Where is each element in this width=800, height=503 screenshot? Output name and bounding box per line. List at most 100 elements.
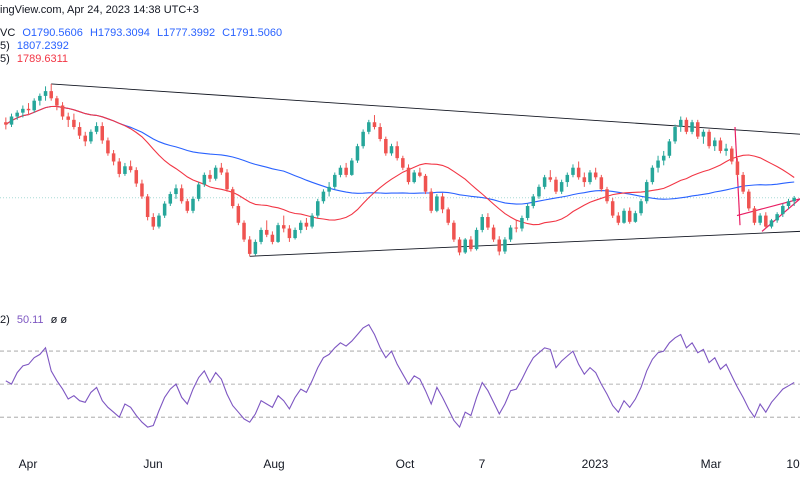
rsi-extra: ø ø — [50, 314, 68, 326]
candle-body — [730, 148, 734, 162]
candle-body — [94, 126, 99, 132]
candle-body — [497, 239, 502, 252]
candle-body — [128, 166, 133, 171]
candle-body — [372, 122, 377, 128]
ma-red-label: 5) — [0, 53, 10, 65]
candle-body — [548, 177, 553, 180]
candle-body — [111, 153, 116, 162]
x-tick-label: Aug — [263, 457, 284, 471]
candle-body — [344, 167, 348, 175]
candle-body — [55, 98, 59, 106]
candle-body — [162, 203, 167, 216]
candle-body — [593, 172, 598, 178]
candle-body — [690, 122, 694, 132]
candle-body — [140, 183, 144, 197]
candle-body — [713, 140, 717, 147]
candle-body — [684, 119, 689, 132]
candle-body — [435, 196, 439, 211]
candle-body — [735, 161, 740, 175]
candle-body — [72, 119, 76, 128]
candle-body — [174, 188, 178, 195]
candle-body — [134, 170, 139, 184]
candle-body — [355, 146, 360, 161]
candle-body — [724, 148, 728, 151]
candle-body — [457, 239, 462, 253]
candle-body — [321, 191, 326, 202]
candle-body — [378, 127, 382, 139]
candle-body — [781, 206, 785, 215]
lower-trendline — [249, 230, 800, 257]
ma-blue-legend: 5) 1807.2392 — [0, 40, 73, 52]
open-value: O1790.5606 — [22, 27, 83, 39]
candle-body — [605, 189, 609, 202]
x-tick-label: 10 — [786, 457, 800, 471]
candle-body — [316, 201, 320, 216]
candle-body — [474, 229, 479, 250]
candle-body — [769, 220, 774, 227]
candle-body — [333, 174, 337, 187]
candle-body — [418, 172, 422, 176]
candle-body — [406, 167, 411, 183]
candle-body — [627, 210, 632, 222]
candle-body — [213, 167, 218, 179]
candle-body — [758, 215, 762, 223]
candle-body — [281, 225, 286, 229]
candle-body — [747, 191, 751, 209]
candle-body — [718, 140, 723, 151]
candle-body — [83, 135, 87, 142]
candle-body — [145, 196, 150, 218]
candle-body — [633, 213, 638, 222]
candle-body — [401, 158, 405, 168]
ma-red-legend: 5) 1789.6311 — [0, 53, 72, 65]
candle-body — [537, 186, 541, 197]
candle-body — [15, 112, 19, 117]
candle-body — [508, 227, 513, 240]
candle-body — [525, 206, 530, 218]
candle-body — [650, 167, 655, 183]
candle-body — [531, 196, 536, 207]
candle-body — [764, 215, 768, 227]
candle-body — [463, 239, 467, 253]
candle-body — [571, 167, 575, 175]
candle-body — [792, 197, 796, 202]
candle-body — [429, 191, 433, 211]
ma-red-line — [5, 105, 795, 226]
candle-body — [350, 160, 354, 175]
candle-body — [514, 227, 519, 229]
candle-body — [412, 172, 416, 183]
candle-body — [588, 172, 592, 183]
candle-body — [582, 177, 587, 183]
ohlc-symbol-fragment: VC — [0, 27, 16, 39]
candle-body — [9, 116, 14, 125]
candle-body — [786, 201, 791, 207]
candle-body — [741, 174, 745, 192]
candle-body — [678, 119, 683, 128]
candle-body — [338, 167, 343, 175]
x-tick-label: 7 — [479, 457, 486, 471]
candle-body — [559, 182, 564, 192]
candle-body — [310, 215, 314, 227]
candle-body — [225, 172, 229, 190]
candle-body — [304, 222, 309, 227]
ohlc-legend: VC O1790.5606 H1793.3094 L1777.3992 C179… — [0, 27, 286, 39]
candle-body — [168, 194, 173, 204]
candle-body — [622, 210, 626, 223]
candle-body — [616, 215, 621, 223]
candle-body — [270, 234, 275, 242]
high-value: H1793.3094 — [89, 27, 150, 39]
candle-body — [185, 201, 190, 211]
candle-body — [43, 91, 48, 96]
candle-body — [395, 146, 399, 159]
candle-body — [707, 131, 711, 147]
candle-body — [491, 227, 496, 240]
rsi-legend: 2) 50.11 ø ø — [0, 314, 71, 326]
candle-body — [106, 140, 110, 154]
candle-body — [775, 214, 779, 221]
candle-body — [644, 182, 649, 202]
candle-body — [565, 174, 570, 183]
x-tick-label: Mar — [701, 457, 722, 471]
rsi-value: 50.11 — [16, 314, 44, 326]
candle-body — [89, 131, 93, 142]
low-value: L1777.3992 — [156, 27, 216, 39]
